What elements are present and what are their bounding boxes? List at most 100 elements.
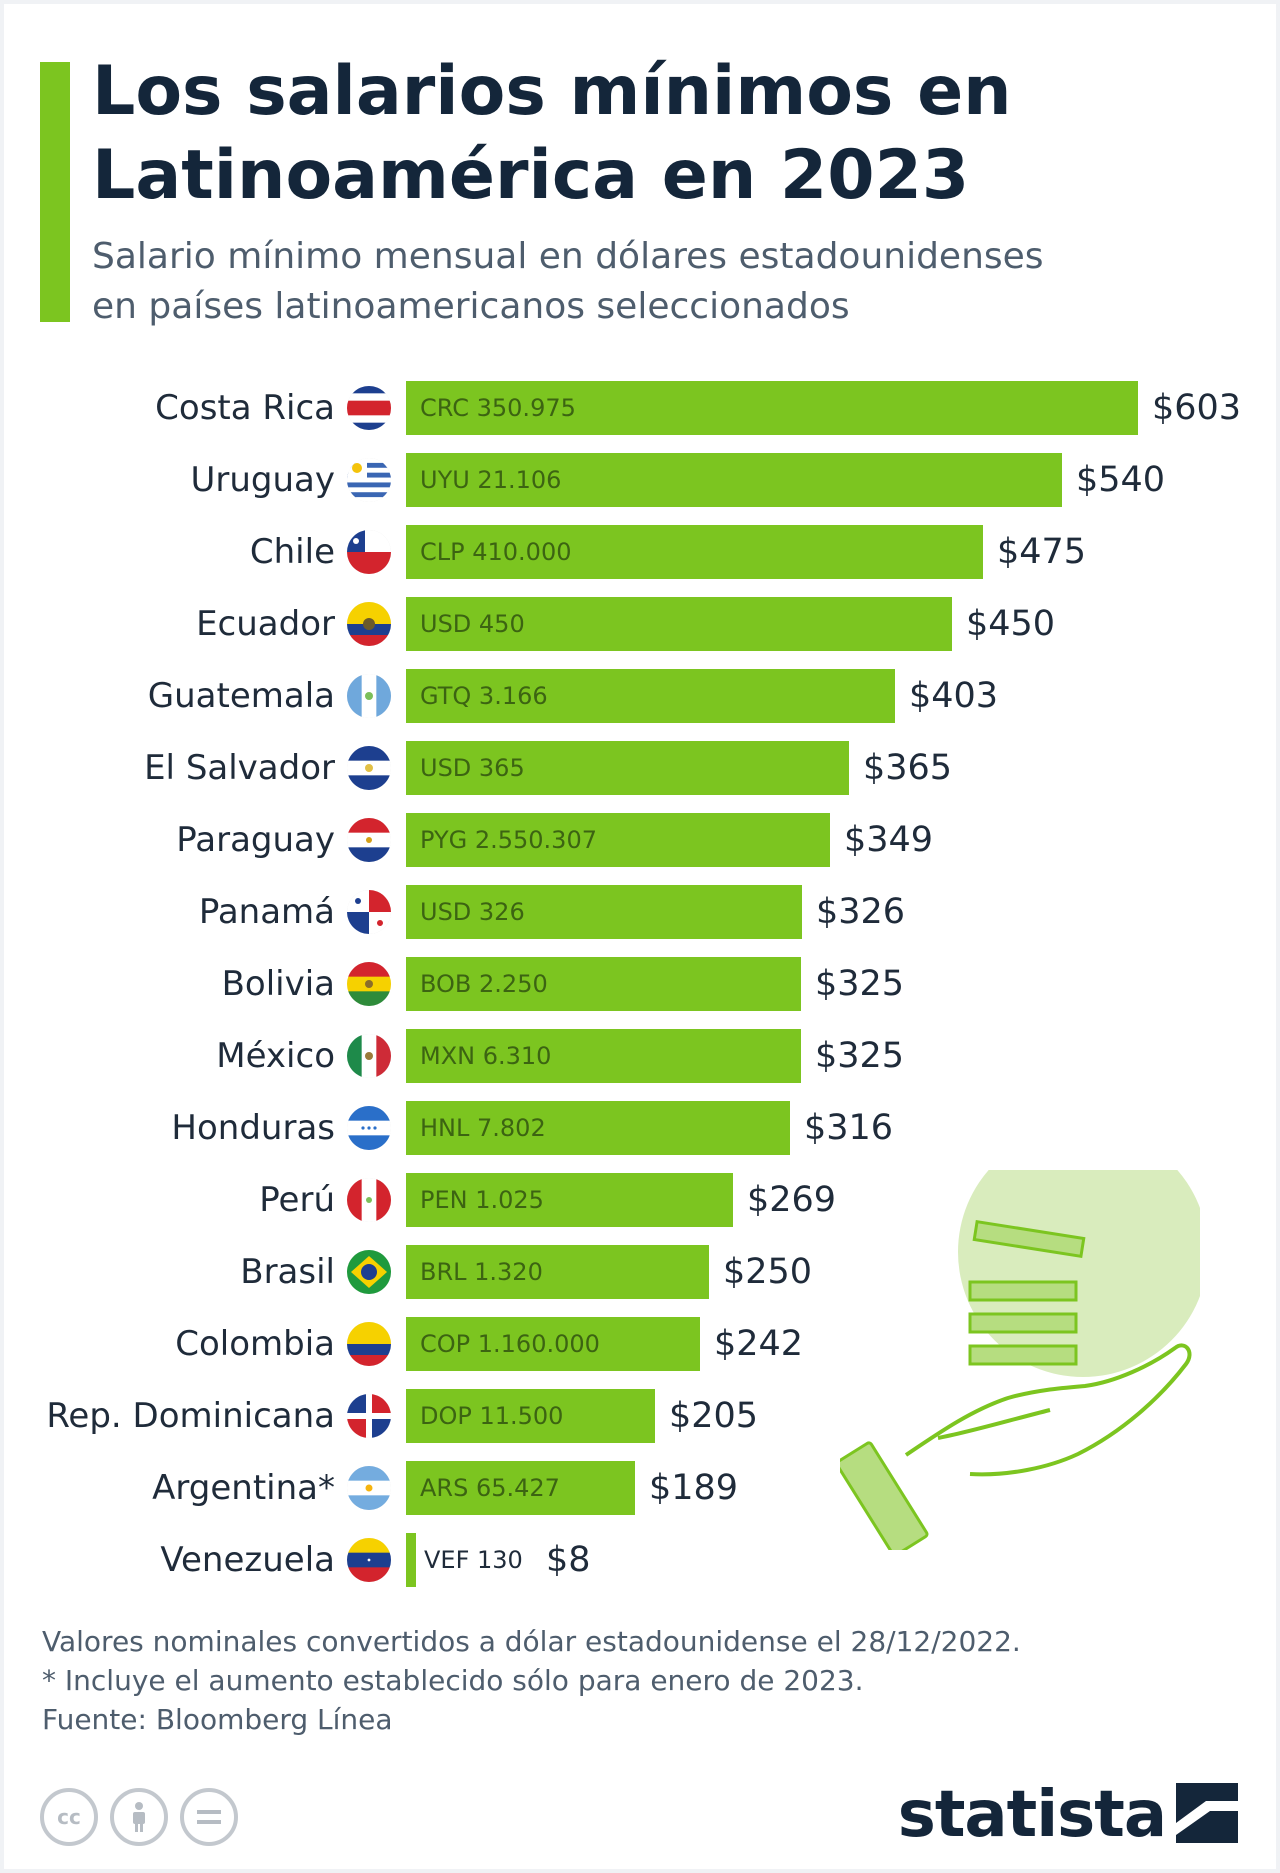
bar — [406, 1461, 635, 1515]
bar-row: El Salvador USD 365 $365 — [0, 741, 1280, 795]
dominican-republic-flag-icon — [347, 1394, 391, 1438]
bolivia-flag-icon — [347, 962, 391, 1006]
local-currency-label: PEN 1.025 — [420, 1186, 544, 1214]
mexico-flag-icon — [347, 1034, 391, 1078]
venezuela-flag-icon — [347, 1538, 391, 1582]
paraguay-flag-icon — [347, 818, 391, 862]
bar-row: Honduras HNL 7.802 $316 — [0, 1101, 1280, 1155]
local-currency-label: USD 450 — [420, 610, 525, 638]
category-label: Argentina* — [152, 1468, 335, 1508]
chart-subtitle: Salario mínimo mensual en dólares estado… — [92, 232, 1212, 332]
footnotes: Valores nominales convertidos a dólar es… — [42, 1622, 1222, 1739]
bar-row: Costa Rica CRC 350.975 $603 — [0, 381, 1280, 435]
local-currency-label: CLP 410.000 — [420, 538, 572, 566]
attribution-icon[interactable] — [110, 1788, 168, 1846]
source-note: Fuente: Bloomberg Línea — [42, 1703, 393, 1736]
statista-brand[interactable]: statista — [898, 1778, 1238, 1852]
local-currency-label: ARS 65.427 — [420, 1474, 560, 1502]
title-line-2: Latinoamérica en 2023 — [92, 136, 970, 215]
category-label: Perú — [259, 1180, 335, 1220]
category-label: Honduras — [171, 1108, 335, 1148]
statista-logo-icon — [1176, 1783, 1238, 1847]
local-currency-label: PYG 2.550.307 — [420, 826, 597, 854]
bar-row: Brasil BRL 1.320 $250 — [0, 1245, 1280, 1299]
bar — [406, 885, 802, 939]
bar — [406, 813, 830, 867]
subtitle-line-2: en países latinoamericanos seleccionados — [92, 286, 850, 327]
local-currency-label: VEF 130 — [424, 1546, 523, 1574]
bar-row: Argentina* ARS 65.427 $189 — [0, 1461, 1280, 1515]
cc-icon[interactable]: cc — [40, 1788, 98, 1846]
bar — [406, 1173, 733, 1227]
bar-row: México MXN 6.310 $325 — [0, 1029, 1280, 1083]
bar-row: Rep. Dominicana DOP 11.500 $205 — [0, 1389, 1280, 1443]
local-currency-label: UYU 21.106 — [420, 466, 562, 494]
value-label: $250 — [723, 1252, 813, 1292]
category-label: Costa Rica — [155, 388, 335, 428]
bar-row: Colombia COP 1.160.000 $242 — [0, 1317, 1280, 1371]
local-currency-label: BOB 2.250 — [420, 970, 548, 998]
local-currency-label: USD 326 — [420, 898, 525, 926]
category-label: Chile — [249, 532, 335, 572]
bar-row: Guatemala GTQ 3.166 $403 — [0, 669, 1280, 723]
value-label: $403 — [909, 676, 999, 716]
category-label: Rep. Dominicana — [46, 1396, 335, 1436]
value-label: $8 — [546, 1540, 591, 1580]
peru-flag-icon — [347, 1178, 391, 1222]
colombia-flag-icon — [347, 1322, 391, 1366]
bar — [406, 957, 801, 1011]
value-label: $326 — [816, 892, 906, 932]
bar — [406, 381, 1138, 435]
category-label: Venezuela — [160, 1540, 335, 1580]
local-currency-label: CRC 350.975 — [420, 394, 576, 422]
value-label: $242 — [714, 1324, 804, 1364]
category-label: Uruguay — [190, 460, 336, 500]
argentina-flag-icon — [347, 1466, 391, 1510]
bar-row: Bolivia BOB 2.250 $325 — [0, 957, 1280, 1011]
chart-title: Los salarios mínimos en Latinoamérica en… — [92, 50, 1212, 218]
bar-row: Perú PEN 1.025 $269 — [0, 1173, 1280, 1227]
value-label: $205 — [669, 1396, 759, 1436]
bar — [406, 669, 895, 723]
title-line-1: Los salarios mínimos en — [92, 52, 1012, 131]
value-label: $450 — [966, 604, 1056, 644]
local-currency-label: BRL 1.320 — [420, 1258, 543, 1286]
ecuador-flag-icon — [347, 602, 391, 646]
bar — [406, 1029, 801, 1083]
no-derivatives-icon[interactable] — [180, 1788, 238, 1846]
value-label: $540 — [1076, 460, 1166, 500]
value-label: $269 — [747, 1180, 837, 1220]
category-label: Bolivia — [221, 964, 335, 1004]
value-label: $365 — [863, 748, 953, 788]
bar-row: Paraguay PYG 2.550.307 $349 — [0, 813, 1280, 867]
title-accent-bar — [40, 62, 70, 322]
bar — [406, 1389, 655, 1443]
value-label: $316 — [804, 1108, 894, 1148]
bar — [406, 525, 983, 579]
bar-row: Venezuela VEF 130 $8 — [0, 1533, 1280, 1587]
el-salvador-flag-icon — [347, 746, 391, 790]
honduras-flag-icon — [347, 1106, 391, 1150]
category-label: Colombia — [175, 1324, 335, 1364]
subtitle-line-1: Salario mínimo mensual en dólares estado… — [92, 236, 1044, 277]
local-currency-label: GTQ 3.166 — [420, 682, 548, 710]
category-label: Guatemala — [147, 676, 335, 716]
category-label: Ecuador — [196, 604, 335, 644]
bar-row: Ecuador USD 450 $450 — [0, 597, 1280, 651]
conversion-note: Valores nominales convertidos a dólar es… — [42, 1625, 1021, 1658]
value-label: $603 — [1152, 388, 1242, 428]
local-currency-label: COP 1.160.000 — [420, 1330, 600, 1358]
argentina-note: * Incluye el aumento establecido sólo pa… — [42, 1664, 864, 1697]
license-icons: cc — [40, 1788, 238, 1846]
panama-flag-icon — [347, 890, 391, 934]
category-label: Brasil — [240, 1252, 335, 1292]
guatemala-flag-icon — [347, 674, 391, 718]
bar — [406, 741, 849, 795]
bar — [406, 1533, 416, 1587]
value-label: $325 — [815, 1036, 905, 1076]
local-currency-label: MXN 6.310 — [420, 1042, 552, 1070]
local-currency-label: DOP 11.500 — [420, 1402, 564, 1430]
local-currency-label: HNL 7.802 — [420, 1114, 546, 1142]
value-label: $325 — [815, 964, 905, 1004]
chile-flag-icon — [347, 530, 391, 574]
